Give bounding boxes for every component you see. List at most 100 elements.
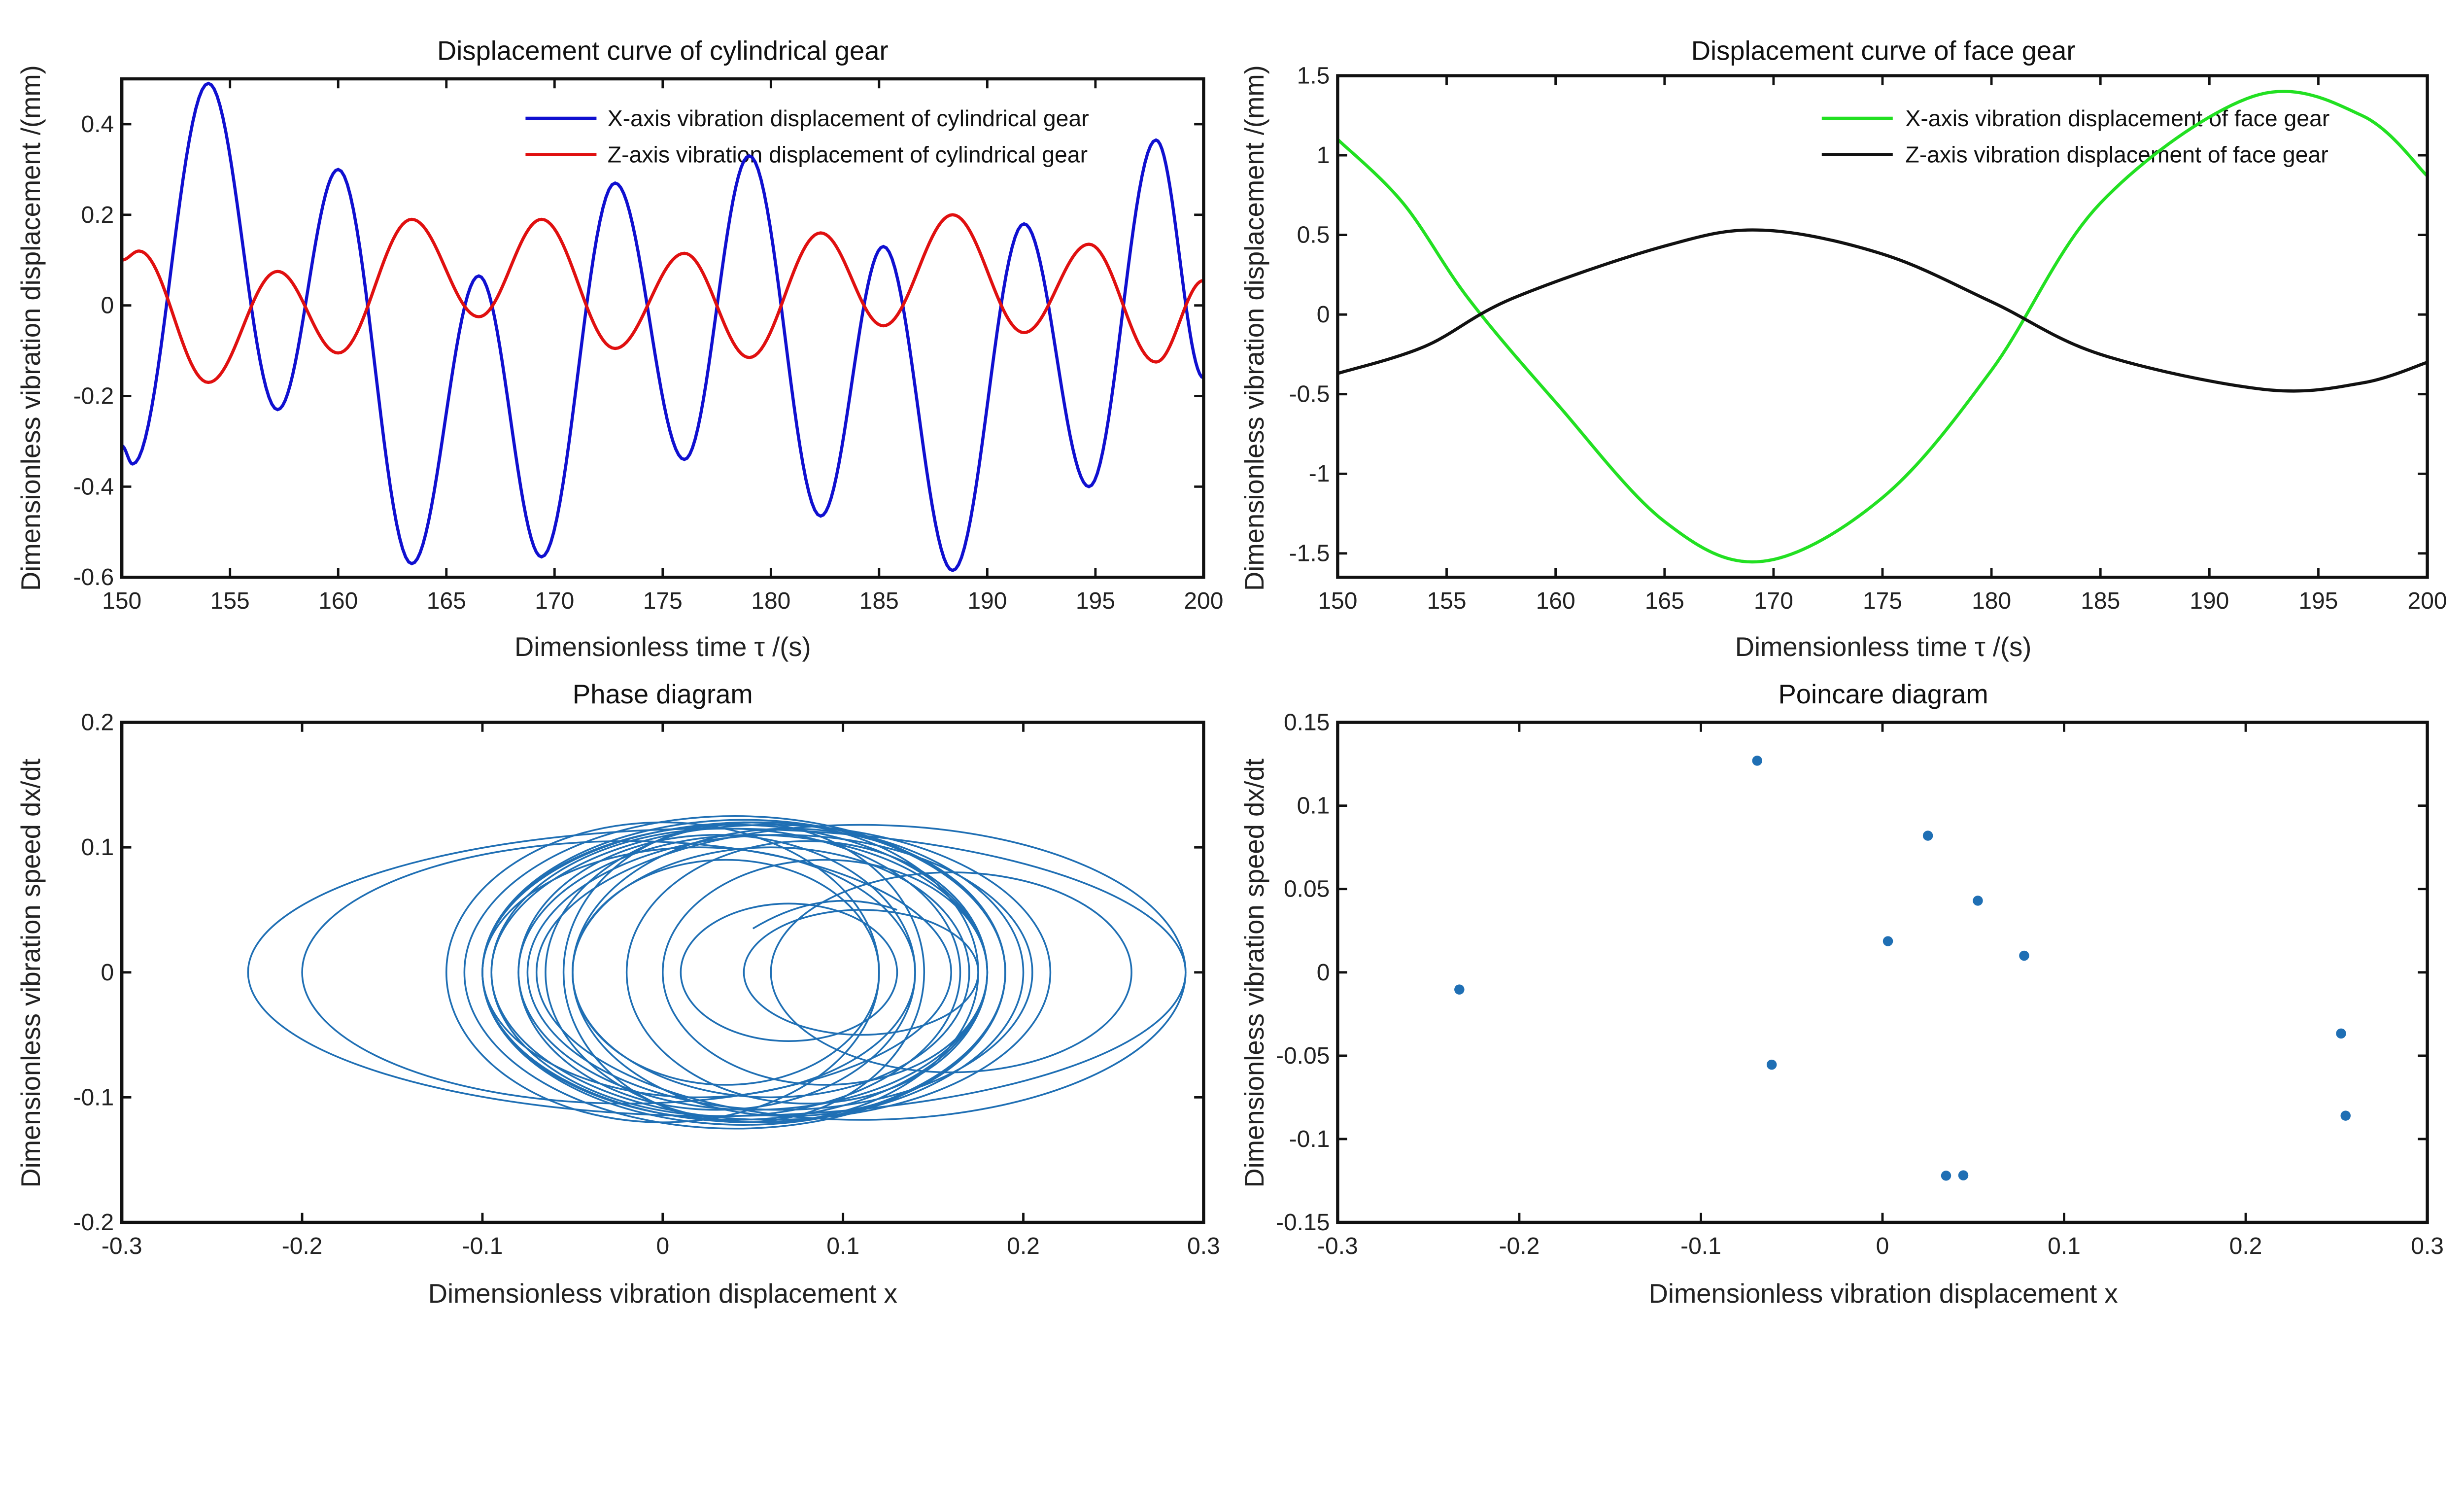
y-tick-label: 0 xyxy=(1317,960,1330,986)
x-tick-label: 180 xyxy=(751,588,790,614)
phase-loop xyxy=(743,909,979,1036)
y-tick-label: -0.05 xyxy=(1276,1043,1330,1069)
legend-entry-z-axis: Z-axis vibration displacement of cylindr… xyxy=(608,142,1088,168)
plot-area-2: -0.3 -0.2 -0.1 0 0.1 0.2 0.3-0.2-0.100.10.2 xyxy=(73,710,1220,1259)
y-tick-label: 0 xyxy=(101,293,114,319)
y-tick-label: 0.2 xyxy=(81,710,114,736)
x-axis-label: Dimensionless time τ /(s) xyxy=(514,632,811,662)
y-axis-label: Dimensionless vibration speed dx/dt xyxy=(16,759,46,1187)
x-axis-label: Dimensionless time τ /(s) xyxy=(1735,632,2032,662)
plot-area-0: 150 155 160 165 170 175 180 185 190 195 200 -0.6 -0.… xyxy=(73,77,1223,614)
panel-cylindrical-gear: Displacement curve of cylindrical gear D… xyxy=(16,36,1089,662)
series-group xyxy=(122,81,1204,572)
y-tick-label: -0.2 xyxy=(73,1210,114,1236)
y-axis-label: Dimensionless vibration displacement /(m… xyxy=(1239,65,1269,591)
y-tick-label: 0.5 xyxy=(1297,222,1330,248)
scatter-point xyxy=(1941,1171,1951,1181)
series-line-1 xyxy=(1337,228,2428,393)
x-tick-label: 190 xyxy=(2190,588,2229,614)
x-axis-label: Dimensionless vibration displacement x xyxy=(428,1279,897,1309)
x-tick-label: 0.2 xyxy=(2229,1233,2262,1259)
x-tick-label: 195 xyxy=(1076,588,1115,614)
phase-loop xyxy=(572,859,880,1086)
x-tick-label: -0.1 xyxy=(1680,1233,1721,1259)
scatter-point xyxy=(1958,1170,1969,1180)
series-line-0 xyxy=(122,81,1204,572)
y-tick-label: -0.6 xyxy=(73,564,114,590)
series-line-0 xyxy=(1337,90,2428,564)
x-tick-label: 170 xyxy=(535,588,574,614)
x-tick-label: 195 xyxy=(2298,588,2338,614)
phase-loop xyxy=(517,834,989,1111)
scatter-point xyxy=(2336,1028,2346,1039)
legend-entry-x-axis: X-axis vibration displacement of face ge… xyxy=(1905,105,2329,131)
plot-area-1: 150 155 160 165 170 175 180 185 190 195 200 -1.5 -1 -… xyxy=(1289,63,2447,615)
scatter-point xyxy=(1922,831,1933,841)
x-tick-label: 0.2 xyxy=(1007,1233,1040,1259)
x-tick-label: 0 xyxy=(1876,1233,1889,1259)
x-tick-label: 175 xyxy=(1863,588,1902,614)
panel-face-gear: Displacement curve of face gear Dimensio… xyxy=(1239,36,2329,662)
x-tick-label: 0.3 xyxy=(2411,1233,2444,1259)
x-tick-label: 180 xyxy=(1972,588,2011,614)
x-tick-label: 0.1 xyxy=(826,1233,859,1259)
phase-loop xyxy=(517,834,916,1111)
y-tick-label: -1 xyxy=(1309,461,1330,487)
x-tick-label: 150 xyxy=(102,588,141,614)
y-tick-label: 1.5 xyxy=(1297,63,1330,89)
phase-loop xyxy=(535,824,1187,1121)
x-tick-label: 155 xyxy=(1427,588,1466,614)
phase-loop xyxy=(680,902,898,1042)
chart-title: Phase diagram xyxy=(573,679,753,709)
y-axis-label: Dimensionless vibration speed dx/dt xyxy=(1239,759,1269,1187)
phase-loop xyxy=(770,871,1132,1073)
y-tick-label: -0.1 xyxy=(1289,1126,1330,1152)
y-tick-label: 0 xyxy=(1317,302,1330,328)
phase-loop xyxy=(662,859,989,1086)
panel-poincare-diagram: Poincare diagram Dimensionless vibration… xyxy=(1239,679,2118,1309)
y-tick-label: 0.1 xyxy=(81,834,114,861)
scatter-point xyxy=(1752,756,1762,766)
x-axis-label: Dimensionless vibration displacement x xyxy=(1649,1279,2118,1309)
phase-loop xyxy=(247,828,1187,1117)
x-tick-label: -0.2 xyxy=(282,1233,323,1259)
scatter-point xyxy=(1454,984,1465,995)
x-tick-label: 160 xyxy=(1536,588,1575,614)
x-tick-label: -0.3 xyxy=(1317,1233,1358,1259)
phase-loop xyxy=(490,824,1052,1121)
chart-title: Displacement curve of face gear xyxy=(1691,36,2076,66)
x-tick-label: 165 xyxy=(1645,588,1684,614)
x-tick-label: -0.1 xyxy=(462,1233,503,1259)
plot-area-3: -0.3 -0.2 -0.1 0 0.1 0.2 0.3 -0.15 -0.1 -0.05 0 0.0… xyxy=(1276,710,2444,1259)
x-tick-label: 150 xyxy=(1318,588,1357,614)
scatter-point xyxy=(1766,1059,1777,1070)
x-tick-label: 0.3 xyxy=(1187,1233,1220,1259)
y-tick-label: 0 xyxy=(101,960,114,986)
y-tick-label: 0.2 xyxy=(81,202,114,228)
series-group xyxy=(1454,756,2351,1181)
x-tick-label: 165 xyxy=(427,588,466,614)
scatter-point xyxy=(1973,896,1983,906)
x-tick-label: -0.3 xyxy=(102,1233,142,1259)
series-group xyxy=(1337,90,2428,564)
y-tick-label: -0.15 xyxy=(1276,1210,1330,1236)
y-tick-label: -1.5 xyxy=(1289,541,1330,567)
y-axis-label: Dimensionless vibration displacement /(m… xyxy=(16,65,46,591)
figure: Displacement curve of cylindrical gear D… xyxy=(16,36,2447,1309)
axes-frame xyxy=(1336,721,2429,1224)
chart-title: Poincare diagram xyxy=(1779,679,1988,709)
x-tick-label: 0 xyxy=(656,1233,669,1259)
y-tick-label: 0.1 xyxy=(1297,793,1330,819)
phase-loop xyxy=(562,821,925,1123)
legend-entry-x-axis: X-axis vibration displacement of cylindr… xyxy=(608,105,1089,131)
panel-phase-diagram: Phase diagram Dimensionless vibration di… xyxy=(16,679,897,1309)
x-tick-label: 175 xyxy=(643,588,683,614)
scatter-point xyxy=(1882,936,1893,946)
y-tick-label: -0.5 xyxy=(1289,381,1330,408)
x-tick-label: 190 xyxy=(967,588,1007,614)
series-line-1 xyxy=(122,213,1204,384)
phase-loop xyxy=(463,815,1006,1130)
y-tick-label: 1 xyxy=(1317,142,1330,169)
x-tick-label: 0.1 xyxy=(2048,1233,2081,1259)
phase-tail xyxy=(752,900,898,930)
